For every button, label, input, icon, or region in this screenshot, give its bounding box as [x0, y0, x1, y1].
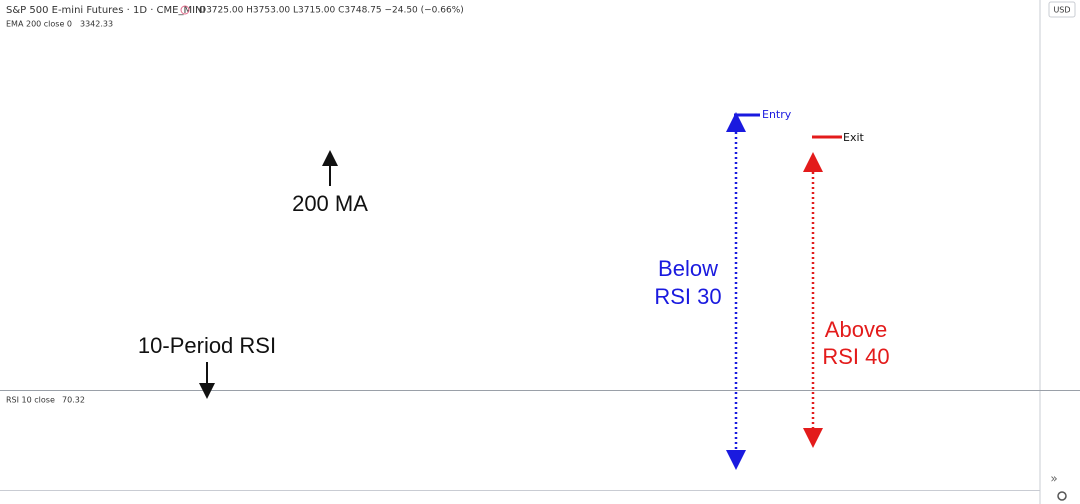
currency[interactable]: USD	[1053, 6, 1070, 15]
annotation: RSI 40	[822, 344, 889, 369]
annotation: Entry	[762, 108, 792, 121]
rsi-readout: 70.32	[62, 396, 85, 405]
settings-button[interactable]	[1057, 491, 1067, 501]
ohlc-readout: O3725.00 H3753.00 L3715.00 C3748.75 −24.…	[199, 6, 464, 16]
chart-title: S&P 500 E-mini Futures · 1D · CME_MINI	[6, 5, 206, 16]
ema-readout: 3342.33	[80, 20, 113, 29]
currency-box[interactable]	[1048, 1, 1076, 18]
annotation: Exit	[843, 131, 865, 144]
icon	[180, 5, 190, 15]
scroll-button[interactable]: »	[1050, 472, 1057, 486]
ema-label: EMA 200 close 0	[6, 20, 72, 29]
rsi-label: RSI 10 close	[6, 396, 55, 405]
annotation: RSI 30	[654, 284, 721, 309]
annotation: Above	[825, 317, 887, 342]
annotation: 200 MA	[292, 191, 368, 216]
annotation: Below	[658, 256, 718, 281]
annotation: 10-Period RSI	[138, 333, 276, 358]
